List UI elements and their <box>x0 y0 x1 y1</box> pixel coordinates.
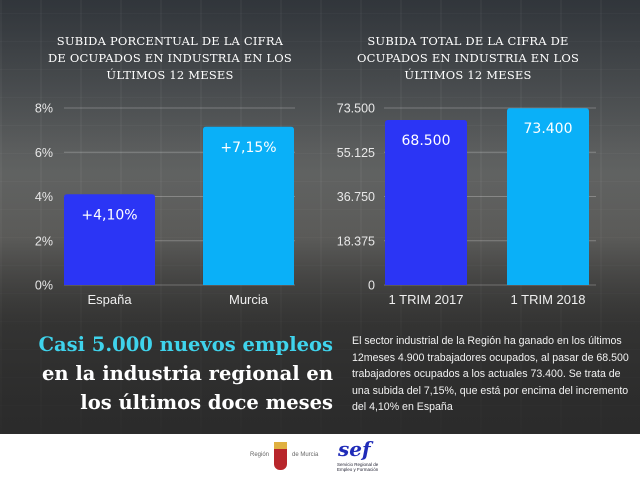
headline-line-2: en la industria regional en <box>41 362 333 385</box>
headline-line-1: Casi 5.000 nuevos empleos <box>38 333 333 356</box>
bar-murcia <box>203 126 294 286</box>
x-category-label: 1 TRIM 2018 <box>511 292 586 307</box>
bar-1-trim-2017 <box>385 120 467 285</box>
y-tick-label: 73.500 <box>337 102 375 116</box>
y-tick-label: 0 <box>368 279 375 293</box>
x-category-label: 1 TRIM 2017 <box>389 292 464 307</box>
y-tick-label: 6% <box>35 146 53 160</box>
x-category-label: Murcia <box>229 292 269 307</box>
y-tick-label: 8% <box>35 102 53 116</box>
y-tick-label: 55.125 <box>337 146 375 160</box>
footer: Región de Murcia sef Servicio Regional d… <box>0 434 640 480</box>
bar-españa <box>64 194 155 285</box>
sef-logo: sef <box>338 437 371 461</box>
bar-1-trim-2018 <box>507 108 589 285</box>
data-label: +7,15% <box>220 140 276 156</box>
chart1-title: SUBIDA PORCENTUAL DE LA CIFRA DE OCUPADO… <box>48 34 292 82</box>
y-tick-label: 4% <box>35 190 53 204</box>
region-murcia-left: Región <box>250 452 270 458</box>
data-label: 73.400 <box>524 121 573 137</box>
sef-subtitle: Servicio Regional de Empleo y Formación <box>337 462 379 472</box>
headline-line-3: los últimos doce meses <box>80 391 333 414</box>
headline: Casi 5.000 nuevos empleos en la industri… <box>38 330 333 417</box>
y-tick-label: 36.750 <box>337 190 375 204</box>
y-tick-label: 18.375 <box>337 234 375 248</box>
data-label: +4,10% <box>81 207 137 223</box>
body-text: El sector industrial de la Región ha gan… <box>352 335 629 413</box>
region-murcia-right: de Murcia <box>292 452 319 458</box>
chart2-title: SUBIDA TOTAL DE LA CIFRA DE OCUPADOS EN … <box>356 34 580 82</box>
y-tick-label: 0% <box>35 279 53 293</box>
charts: 0% 2% 4% 6% 8% +4,10% España +7,15% Murcia 0 18.37… <box>34 101 589 307</box>
y-tick-label: 2% <box>35 234 53 248</box>
x-category-label: España <box>87 292 132 307</box>
data-label: 68.500 <box>402 133 451 149</box>
murcia-shield-icon <box>274 442 287 470</box>
